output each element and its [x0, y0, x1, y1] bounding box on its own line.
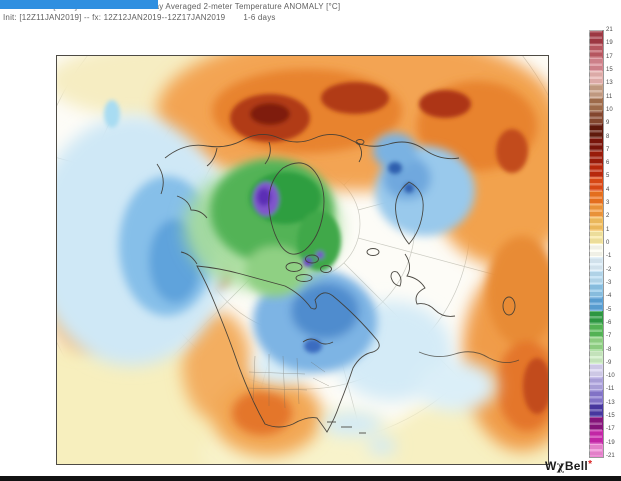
colorbar-cell	[590, 110, 603, 125]
colorbar-tick-label: 8	[606, 133, 610, 140]
colorbar-tick-label: -9	[606, 359, 612, 366]
map-subtitle: Init: [12Z11JAN2019] -- fx: 12Z12JAN2019…	[3, 13, 276, 22]
colorbar-cell	[590, 323, 603, 338]
colorbar-tick-label: 15	[606, 66, 613, 73]
wxbell-logo-bell: Bell	[564, 459, 589, 473]
colorbar-cell	[590, 337, 603, 351]
colorbar-tick-label: 0	[606, 240, 610, 246]
colorbar-cell	[590, 230, 603, 244]
colorbar-cell	[590, 164, 603, 178]
colorbar-cell	[590, 270, 603, 284]
colorbar-tick-label: -1	[606, 253, 612, 260]
colorbar-tick-label: 6	[606, 160, 610, 167]
colorbar-cell	[590, 283, 603, 298]
bottom-window-edge	[0, 476, 621, 481]
state-borders	[246, 354, 330, 409]
wxbell-logo-chi: χ	[556, 459, 565, 473]
colorbar-tick-label: 19	[606, 40, 613, 47]
colorbar-tick-label: 13	[606, 80, 613, 87]
colorbar-tick-label: -17	[606, 426, 615, 433]
colorbar-tick-label: -4	[606, 293, 612, 300]
colorbar-tick-label: 4	[606, 186, 610, 193]
wxbell-logo-w: W	[545, 459, 557, 473]
colorbar-cell	[590, 150, 603, 165]
colorbar-cell	[590, 137, 603, 151]
colorbar-tick-label: -11	[606, 386, 615, 393]
init-forecast-text: Init: [12Z11JAN2019] -- fx: 12Z12JAN2019…	[3, 13, 226, 22]
colorbar-tick-label: -13	[606, 399, 615, 406]
colorbar-tick-label: 10	[606, 106, 613, 113]
colorbar-tick-label: -21	[606, 453, 615, 459]
colorbar-tick-label: 9	[606, 120, 610, 127]
colorbar-cell	[590, 417, 603, 431]
colorbar-tick-label: -19	[606, 439, 615, 446]
colorbar-tick-label: -3	[606, 279, 612, 286]
colorbar-tick-label: 5	[606, 173, 610, 180]
colorbar-cell	[590, 430, 603, 444]
colorbar-tick-label: -15	[606, 413, 615, 420]
colorbar-cell	[590, 190, 603, 205]
colorbar-cell	[590, 84, 603, 98]
colorbar-tick-label: 7	[606, 146, 610, 153]
colorbar-cell	[590, 31, 603, 45]
colorbar-cell	[590, 390, 603, 404]
forecast-range-text: 1-6 days	[243, 13, 276, 22]
colorbar: 21 19 17 15 13 11 10 9 8 7 6 5 4 3 2 1 0 -1 -2 -3 -4 -5 -6 -7 -8…	[589, 27, 621, 459]
map-canvas	[56, 55, 549, 465]
colorbar-cell	[590, 257, 603, 271]
colorbar-tick-label: -6	[606, 319, 612, 326]
colorbar-tick-label: 21	[606, 27, 613, 33]
colorbar-tick-label: -10	[606, 373, 615, 380]
colorbar-cell	[590, 204, 603, 218]
wxbell-logo-star: *	[588, 459, 593, 470]
selection-highlight-bar	[0, 0, 158, 9]
colorbar-tick-label: 17	[606, 53, 613, 60]
colorbar-tick-label: -5	[606, 306, 612, 313]
colorbar-tick-label: -2	[606, 266, 612, 273]
colorbar-cell	[590, 297, 603, 311]
colorbar-cell	[590, 177, 603, 191]
temperature-anomaly-map	[57, 56, 548, 464]
colorbar-tick-label: -7	[606, 333, 612, 340]
colorbar-cells	[589, 30, 604, 458]
colorbar-tick-label: 11	[606, 93, 613, 100]
colorbar-tick-label: 1	[606, 226, 610, 233]
colorbar-tick-label: 2	[606, 213, 610, 220]
anomaly-shading	[57, 56, 548, 464]
colorbar-tick-label: 3	[606, 200, 610, 207]
colorbar-cell	[590, 403, 603, 418]
colorbar-cell	[590, 124, 603, 138]
colorbar-cell	[590, 44, 603, 58]
map-title: NCEP GEFS [T574] Ensemble Mean 5-day Ave…	[3, 2, 341, 11]
colorbar-cell	[590, 70, 603, 85]
colorbar-cell	[590, 350, 603, 364]
colorbar-cell	[590, 244, 603, 258]
colorbar-cell	[590, 57, 603, 71]
colorbar-cell	[590, 310, 603, 324]
colorbar-cell	[590, 217, 603, 231]
colorbar-cell	[590, 443, 603, 457]
colorbar-cell	[590, 97, 603, 111]
colorbar-cell	[590, 377, 603, 391]
colorbar-tick-label: -8	[606, 346, 612, 353]
wxbell-logo: WχBell*	[545, 459, 592, 473]
coastlines	[156, 134, 520, 434]
colorbar-cell	[590, 363, 603, 378]
